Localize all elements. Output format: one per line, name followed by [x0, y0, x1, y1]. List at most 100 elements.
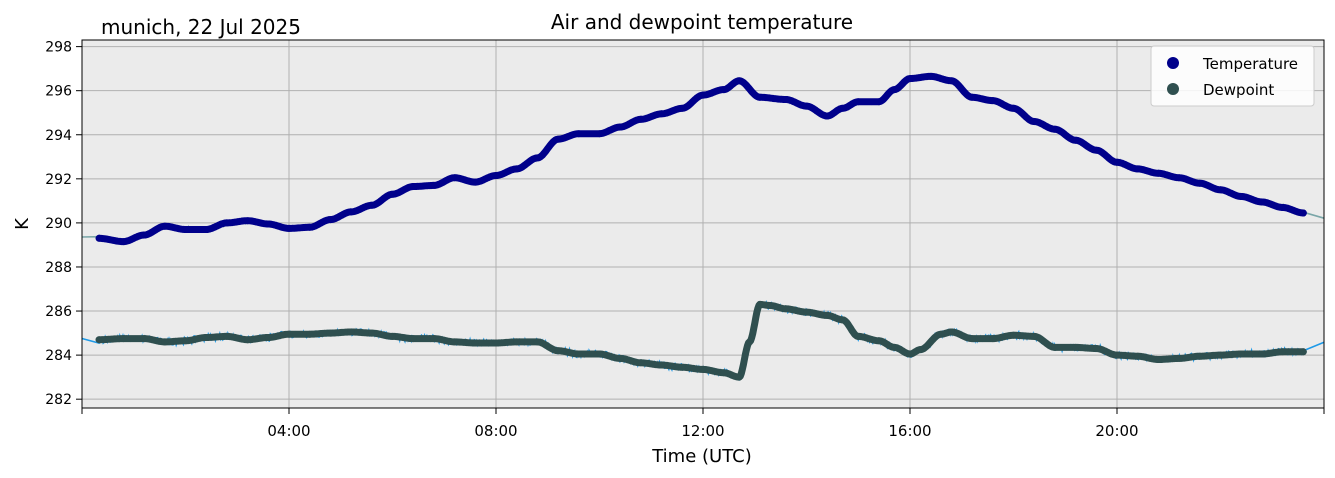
temperature-point	[782, 96, 790, 103]
legend-marker-dewpoint	[1167, 83, 1179, 95]
x-tick-label: 16:00	[888, 422, 931, 440]
dewpoint-point	[306, 330, 314, 338]
temperature-point	[756, 93, 764, 101]
dewpoint-point	[285, 330, 293, 338]
dewpoint-point	[451, 338, 459, 346]
dewpoint-point	[389, 332, 396, 340]
dewpoint-point	[823, 311, 831, 319]
dewpoint-point	[1279, 348, 1287, 356]
temperature-point	[891, 86, 898, 94]
axes: 04:00 08:00 12:00 16:00 20:00 282 284 286 288 290…	[45, 39, 1325, 440]
dewpoint-point	[720, 369, 728, 377]
temperature-point	[95, 234, 103, 242]
dewpoint-point	[839, 316, 847, 324]
x-tick-label: 08:00	[474, 422, 517, 440]
dewpoint-point	[1134, 352, 1142, 360]
temperature-point	[513, 165, 521, 173]
dewpoint-point	[766, 302, 774, 309]
dewpoint-point	[875, 337, 883, 345]
dewpoint-point	[1258, 350, 1266, 358]
dewpoint-point	[699, 365, 707, 373]
dewpoint-point	[1196, 352, 1204, 360]
temperature-point	[1030, 118, 1038, 125]
temperature-point	[492, 172, 500, 179]
dewpoint-point	[1154, 356, 1162, 363]
temperature-point	[803, 102, 810, 110]
temperature-point	[906, 75, 914, 83]
temperature-point	[306, 223, 314, 231]
temperature-point	[720, 86, 728, 94]
dewpoint-point	[1030, 332, 1038, 340]
dewpoint-point	[1010, 331, 1017, 339]
dewpoint-point	[95, 336, 103, 344]
temperature-point	[430, 181, 438, 189]
dewpoint-point	[554, 347, 562, 355]
temperature-point	[140, 231, 148, 239]
temperature-point	[161, 222, 169, 230]
x-tick-label: 04:00	[267, 422, 310, 440]
dewpoint-point	[947, 328, 955, 336]
dewpoint-point	[678, 363, 686, 371]
temperature-point	[678, 104, 686, 112]
temperature-point	[637, 115, 645, 123]
dewpoint-point	[161, 338, 169, 346]
series-layer	[95, 72, 1307, 381]
y-tick-label: 298	[45, 40, 72, 56]
temperature-point	[1134, 165, 1142, 173]
temperature-point	[264, 220, 272, 228]
temperature-point	[1051, 125, 1059, 133]
legend-label-dewpoint: Dewpoint	[1203, 81, 1274, 99]
temperature-point	[699, 91, 707, 99]
temperature-point	[1237, 193, 1245, 200]
temperature-point	[875, 98, 883, 106]
dewpoint-point	[1175, 354, 1183, 362]
temperature-point	[989, 97, 997, 105]
temperature-point	[244, 217, 252, 225]
dewpoint-point	[916, 346, 924, 354]
dewpoint-point	[937, 330, 945, 338]
dewpoint-point	[244, 336, 252, 344]
dewpoint-point	[223, 332, 231, 340]
dewpoint-point	[326, 329, 334, 337]
temperature-point	[554, 135, 562, 143]
dewpoint-point	[202, 334, 210, 341]
temperature-point	[1299, 209, 1307, 217]
temperature-point	[533, 154, 541, 162]
y-tick-label: 282	[45, 392, 72, 408]
temperature-point	[616, 123, 624, 131]
temperature-point	[658, 110, 666, 118]
y-axis-label: K	[12, 217, 33, 230]
temperature-point	[1217, 186, 1224, 194]
dewpoint-point	[637, 359, 645, 367]
temperature-point	[839, 104, 847, 112]
temperature-point	[119, 238, 127, 246]
temperature-point	[596, 130, 603, 138]
temperature-point	[347, 208, 355, 216]
dewpoint-point	[891, 343, 898, 351]
temperature-point	[182, 226, 189, 233]
dewpoint-point	[1299, 348, 1307, 356]
dewpoint-point	[409, 335, 417, 343]
temperature-point	[968, 93, 976, 101]
dewpoint-point	[756, 300, 764, 308]
dewpoint-point	[989, 335, 997, 343]
temperature-point	[927, 72, 935, 80]
temperature-point	[854, 98, 862, 106]
dewpoint-point	[182, 337, 189, 345]
dewpoint-point	[1072, 343, 1080, 351]
dewpoint-point	[906, 350, 914, 358]
temperature-point	[451, 174, 459, 182]
dewpoint-point	[264, 334, 272, 341]
temperature-point	[1092, 146, 1100, 154]
temperature-point	[285, 224, 293, 232]
legend: Temperature Dewpoint	[1150, 45, 1315, 107]
y-tick-label: 292	[45, 172, 72, 188]
dewpoint-point	[782, 305, 790, 313]
chart-title: Air and dewpoint temperature	[551, 10, 853, 34]
temperature-point	[326, 216, 334, 224]
dewpoint-point	[575, 350, 583, 358]
x-axis-label: Time (UTC)	[651, 446, 752, 467]
temperature-point	[202, 226, 210, 233]
dewpoint-point	[1092, 345, 1100, 352]
